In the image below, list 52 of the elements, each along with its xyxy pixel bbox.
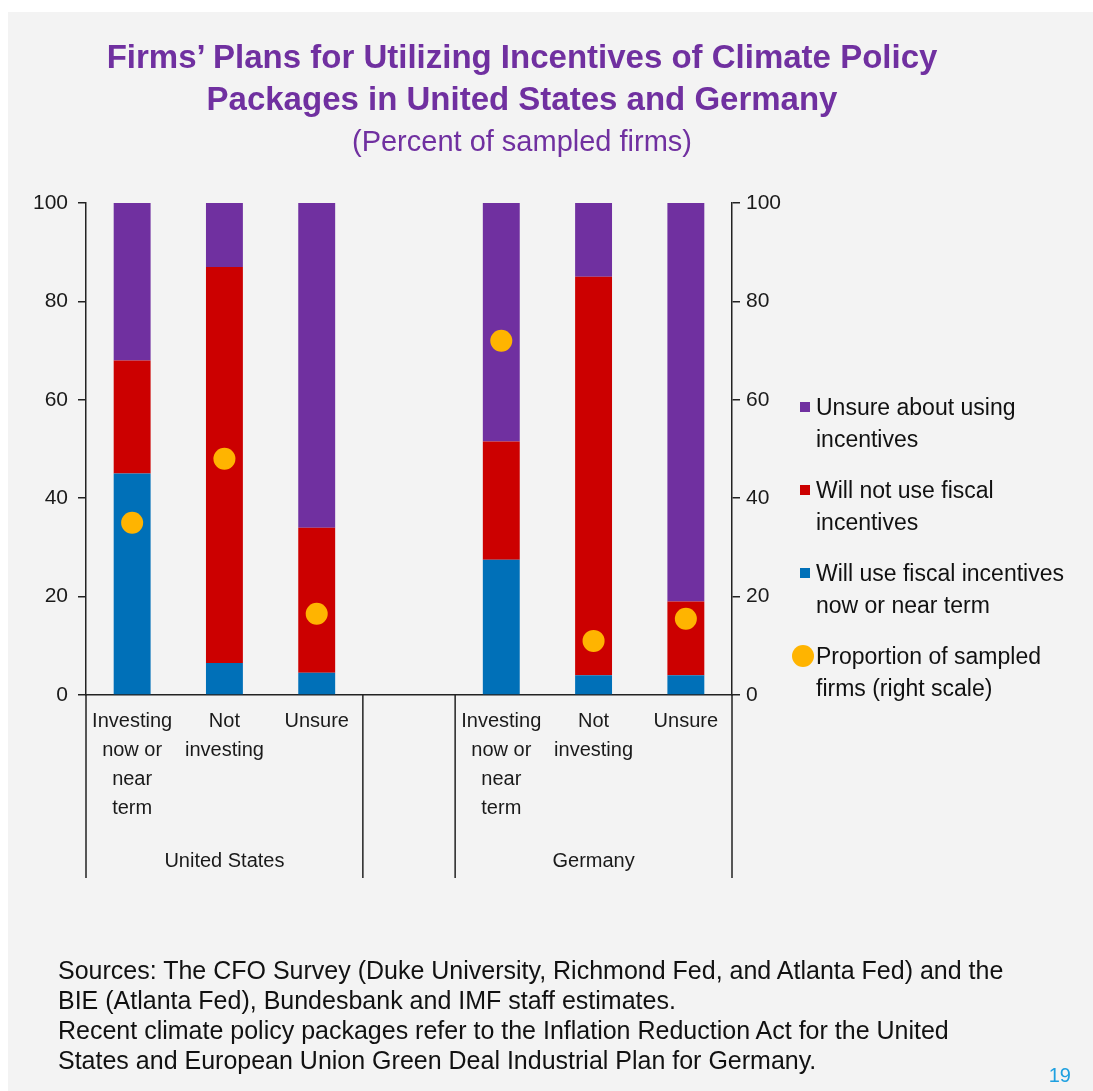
text: United States [164, 848, 285, 871]
x-tick-label: Investing now or near term [461, 709, 542, 819]
bar [113, 360, 151, 474]
bar [113, 203, 151, 361]
legend-label: Proportion of sampled firms (right scale) [816, 643, 1042, 701]
x-tick-label: Investing now or near term [92, 709, 173, 819]
y2-tick-label: 80 [746, 288, 770, 312]
bar [298, 672, 336, 695]
y2-tick-label: 60 [746, 386, 770, 410]
y-tick-label: 60 [44, 386, 68, 410]
bar [298, 527, 336, 673]
bar [575, 675, 613, 695]
point [674, 607, 697, 630]
legend-label: Will use fiscal incentives now or near term [816, 560, 1064, 618]
y2-tick-label: 40 [746, 485, 770, 508]
bar [113, 473, 151, 695]
y-tick-label: 40 [44, 485, 68, 508]
text: Recent climate policy packages refer to the Inflation Reduction Act for the United States and European Union Green Deal Industrial Plan for Germany. [58, 1015, 950, 1075]
chart-subtitle: (Percent of sampled firms) [350, 124, 693, 159]
point [582, 629, 605, 652]
y2-tick-label: 100 [746, 189, 782, 213]
bar [482, 559, 520, 695]
chart-title: Firms’ Plans for Utilizing Incentives of Climate Policy Packages in United States and Germany [105, 37, 939, 119]
x-tick-label: Unsure [653, 709, 719, 732]
x-tick-label: Not investing [554, 709, 634, 761]
bar [575, 276, 613, 676]
text: Germany [552, 848, 635, 871]
point [490, 329, 513, 352]
bar [298, 203, 336, 528]
bar [482, 441, 520, 560]
point [305, 602, 328, 625]
bar [667, 675, 705, 695]
x-tick-label: Not investing [184, 709, 264, 761]
y2-tick-label: 0 [746, 681, 758, 705]
x-tick-label: Unsure [284, 709, 349, 732]
bar [575, 203, 613, 277]
bar [205, 266, 243, 664]
legend-label: Unsure about using incentives [816, 394, 1016, 452]
bar [205, 203, 243, 267]
point [121, 511, 144, 534]
bar [205, 663, 243, 695]
bar [667, 203, 705, 602]
point [213, 447, 236, 470]
y-tick-label: 20 [44, 583, 68, 607]
source-note: Sources: The CFO Survey (Duke University, Richmond Fed, and Atlanta Fed) and the BIE (Atlanta Fed), Bundesbank and IMF staff estimates. [58, 955, 1005, 1015]
legend-label: Will not use fiscal incentives [816, 477, 994, 535]
y-tick-label: 100 [32, 189, 68, 213]
y-tick-label: 80 [44, 288, 68, 312]
bar [482, 203, 520, 442]
text: 19 [1048, 1064, 1071, 1087]
y-tick-label: 0 [56, 681, 68, 705]
y2-tick-label: 20 [746, 583, 770, 607]
